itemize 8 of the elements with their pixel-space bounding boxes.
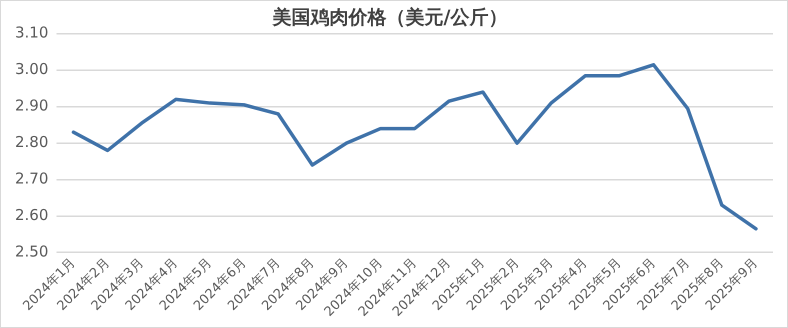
y-tick-label: 2.80: [14, 133, 48, 152]
y-tick-label: 3.10: [14, 24, 48, 42]
y-tick-label: 2.90: [14, 96, 48, 115]
y-tick-label: 2.70: [14, 169, 48, 188]
y-tick-label: 2.50: [14, 242, 48, 260]
chart-title: 美国鸡肉价格（美元/公斤）: [272, 6, 508, 28]
y-tick-label: 2.60: [14, 206, 48, 224]
y-tick-label: 3.00: [14, 60, 48, 78]
